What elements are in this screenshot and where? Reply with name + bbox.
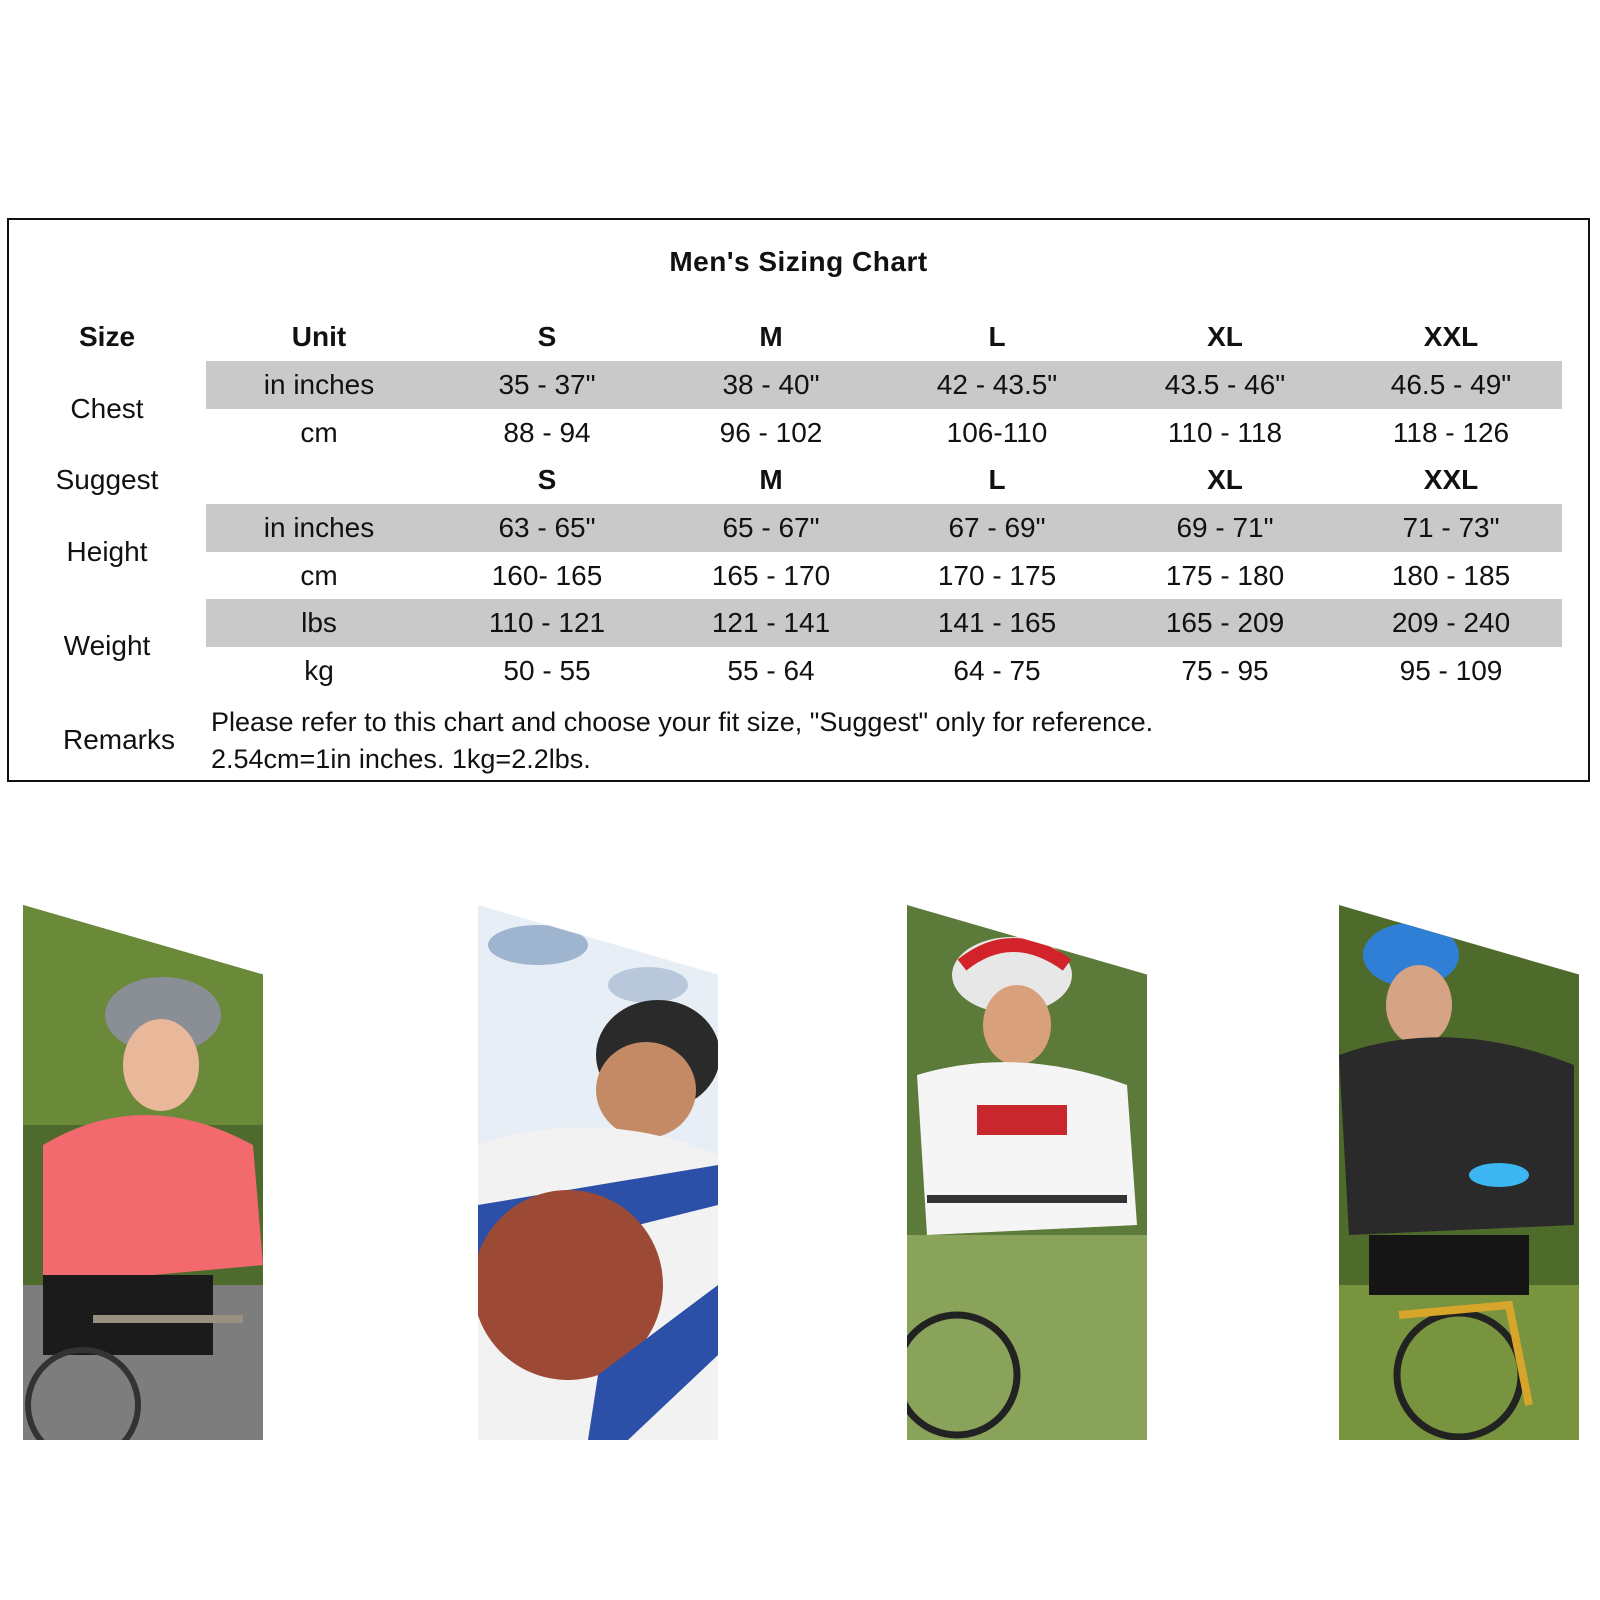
suggest-size-m: M [759,464,783,495]
band-chest-inches [206,361,1562,409]
chest-cm-s: 88 - 94 [503,417,591,448]
suggest-size-xxl: XXL [1423,464,1479,495]
height-cm-m: 165 - 170 [711,560,831,591]
weight-kg-xxl: 95 - 109 [1399,655,1503,686]
chest-inches-xl: 43.5 - 46" [1164,369,1286,400]
weight-lbs-xl: 165 - 209 [1165,607,1285,638]
chest-cm-m: 96 - 102 [719,417,823,448]
height-cm-xxl: 180 - 185 [1391,560,1511,591]
height-inches-unit: in inches [263,512,375,543]
height-inches-s: 63 - 65" [498,512,596,543]
height-inches-xl: 69 - 71" [1176,512,1274,543]
height-cm-l: 170 - 175 [937,560,1057,591]
band-weight-lbs [206,599,1562,647]
header-size: Size [78,321,136,352]
band-height-inches [206,504,1562,552]
chest-cm-xl: 110 - 118 [1167,417,1283,448]
header-size-m: M [759,321,783,352]
height-cm-s: 160- 165 [491,560,603,591]
weight-lbs-unit: lbs [301,607,337,638]
height-cm-unit: cm [300,560,338,591]
remarks-line-2: 2.54cm=1in inches. 1kg=2.2lbs. [211,744,591,774]
header-size-xl: XL [1207,321,1243,352]
cyclist-photo-1 [23,905,263,1440]
cyclist-photo-3 [907,905,1147,1440]
weight-lbs-m: 121 - 141 [711,607,831,638]
chest-inches-l: 42 - 43.5" [936,369,1058,400]
chest-inches-xxl: 46.5 - 49" [1390,369,1512,400]
sizing-chart: Men's Sizing Chart Size Unit S M L XL XX… [7,218,1590,782]
header-size-l: L [988,321,1006,352]
header-size-xxl: XXL [1423,321,1479,352]
header-size-s: S [537,321,557,352]
row-label-chest: Chest [70,393,144,424]
header-unit: Unit [291,321,347,352]
chart-title: Men's Sizing Chart [669,246,928,277]
chest-inches-s: 35 - 37" [498,369,596,400]
weight-kg-unit: kg [304,655,334,686]
remarks-line-1: Please refer to this chart and choose yo… [211,707,1154,737]
weight-lbs-s: 110 - 121 [488,607,606,638]
suggest-size-l: L [988,464,1006,495]
weight-kg-s: 50 - 55 [503,655,591,686]
weight-kg-m: 55 - 64 [727,655,815,686]
row-label-suggest: Suggest [55,464,159,495]
suggest-size-s: S [537,464,557,495]
height-inches-l: 67 - 69" [948,512,1046,543]
chest-cm-xxl: 118 - 126 [1392,417,1510,448]
height-cm-xl: 175 - 180 [1165,560,1285,591]
chest-cm-l: 106-110 [946,417,1048,448]
height-inches-xxl: 71 - 73" [1402,512,1500,543]
weight-kg-l: 64 - 75 [953,655,1041,686]
remarks-text: Please refer to this chart and choose yo… [211,704,1153,778]
weight-lbs-xxl: 209 - 240 [1391,607,1511,638]
row-label-weight: Weight [63,630,151,661]
chest-inches-m: 38 - 40" [722,369,820,400]
weight-lbs-l: 141 - 165 [937,607,1057,638]
chest-cm-unit: cm [300,417,338,448]
weight-kg-xl: 75 - 95 [1181,655,1269,686]
cyclist-photo-4 [1339,905,1579,1440]
cyclist-photo-2 [478,905,718,1440]
row-label-remarks: Remarks [62,724,176,755]
row-label-height: Height [66,536,148,567]
height-inches-m: 65 - 67" [722,512,820,543]
chest-inches-unit: in inches [263,369,375,400]
suggest-size-xl: XL [1207,464,1243,495]
